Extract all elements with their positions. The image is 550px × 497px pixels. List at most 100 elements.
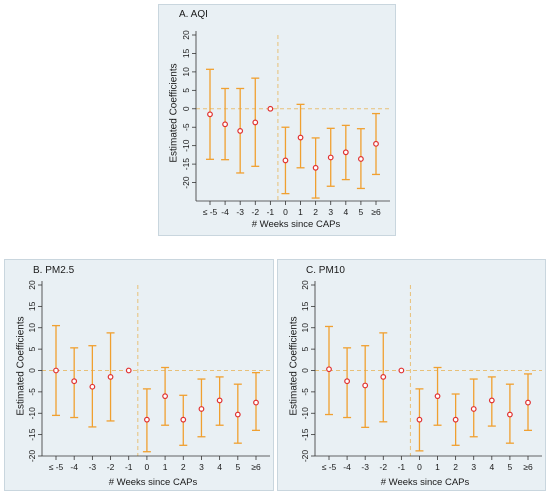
data-point (125, 367, 132, 374)
x-tick-label: 4 (217, 462, 222, 472)
y-tick-label: -20 (27, 450, 37, 463)
x-tick-label: 2 (181, 462, 186, 472)
x-tick-label: 5 (508, 462, 513, 472)
y-tick-label: 0 (27, 368, 37, 373)
data-point (507, 411, 513, 418)
chart-title: C. PM10 (306, 265, 345, 276)
panel-aqi: A. AQI Estimated Coefficients # Weeks si… (158, 4, 396, 236)
x-tick-label: ≤ -5 (49, 462, 64, 472)
y-tick-label: 0 (181, 106, 191, 111)
y-tick-label: -5 (27, 388, 37, 396)
data-point (362, 382, 369, 389)
x-tick-label: 0 (417, 462, 422, 472)
x-tick-label: ≥6 (371, 207, 381, 217)
y-tick-label: -10 (27, 407, 37, 420)
x-tick-label: 2 (313, 207, 318, 217)
y-tick-label: -10 (300, 407, 310, 420)
x-tick-label: 1 (298, 207, 303, 217)
data-point (312, 164, 319, 171)
x-tick-label: -4 (221, 207, 229, 217)
data-point (452, 416, 459, 423)
y-tick-label: -20 (181, 176, 191, 189)
data-point (358, 156, 364, 162)
data-point (434, 393, 441, 400)
y-tick-label: 10 (181, 67, 191, 77)
y-tick-label: 5 (27, 346, 37, 351)
x-tick-label: -3 (89, 462, 97, 472)
x-tick-label: ≥6 (523, 462, 533, 472)
x-axis-label: # Weeks since CAPs (251, 219, 341, 230)
x-tick-label: 0 (283, 207, 288, 217)
y-tick-label: 10 (27, 323, 37, 333)
data-point (237, 128, 244, 134)
data-point (373, 140, 379, 147)
data-point (71, 378, 78, 385)
y-tick-label: -5 (181, 123, 191, 131)
data-point (222, 121, 228, 128)
x-tick-label: 1 (163, 462, 168, 472)
data-point (525, 399, 531, 406)
x-tick-label: 4 (343, 207, 348, 217)
x-tick-label: ≤ -5 (322, 462, 337, 472)
x-axis-label: # Weeks since CAPs (380, 477, 470, 488)
data-point (216, 397, 223, 404)
y-tick-label: -5 (300, 388, 310, 396)
data-point (267, 105, 274, 112)
y-tick-label: -15 (181, 158, 191, 171)
data-point (380, 374, 387, 380)
y-tick-label: -15 (27, 428, 37, 441)
y-tick-label: 5 (181, 88, 191, 93)
data-point (297, 134, 304, 141)
x-tick-label: 3 (199, 462, 204, 472)
y-tick-label: -15 (300, 428, 310, 441)
data-point (327, 154, 334, 161)
data-point (326, 366, 332, 373)
data-point (252, 119, 259, 126)
x-tick-label: -2 (251, 207, 259, 217)
y-tick-label: 15 (181, 48, 191, 58)
y-tick-label: 5 (300, 346, 310, 351)
data-point (488, 397, 495, 404)
y-tick-label: -10 (181, 139, 191, 152)
x-tick-label: 1 (435, 462, 440, 472)
data-point (253, 399, 259, 406)
x-tick-label: 0 (145, 462, 150, 472)
data-point (180, 416, 187, 423)
data-point (162, 393, 168, 400)
data-point (207, 111, 213, 118)
y-tick-label: 20 (27, 280, 37, 290)
x-tick-label: 4 (489, 462, 494, 472)
x-tick-label: ≤ -5 (203, 207, 218, 217)
panel-pm10: C. PM10 Estimated Coefficients # Weeks s… (277, 259, 546, 491)
chart-title: A. AQI (179, 9, 208, 20)
x-axis-label: # Weeks since CAPs (108, 477, 198, 488)
y-tick-label: -20 (300, 450, 310, 463)
data-point (416, 416, 423, 423)
x-tick-label: -4 (343, 462, 351, 472)
x-tick-label: 3 (328, 207, 333, 217)
data-point (282, 157, 289, 164)
data-point (144, 416, 150, 423)
data-point (398, 367, 405, 374)
y-tick-label: 20 (181, 30, 191, 40)
data-point (344, 378, 350, 385)
x-tick-label: -1 (267, 207, 275, 217)
data-point (107, 374, 114, 380)
x-tick-label: ≥6 (251, 462, 261, 472)
data-point (234, 411, 241, 418)
y-tick-label: 20 (300, 280, 310, 290)
data-point (89, 383, 96, 390)
x-tick-label: 5 (359, 207, 364, 217)
x-tick-label: -2 (107, 462, 115, 472)
data-point (470, 406, 477, 412)
x-tick-label: 5 (235, 462, 240, 472)
x-tick-label: -1 (398, 462, 406, 472)
x-tick-label: -3 (236, 207, 244, 217)
y-tick-label: 15 (27, 301, 37, 311)
x-tick-label: -1 (125, 462, 133, 472)
x-tick-label: -4 (70, 462, 78, 472)
y-tick-label: 15 (300, 301, 310, 311)
